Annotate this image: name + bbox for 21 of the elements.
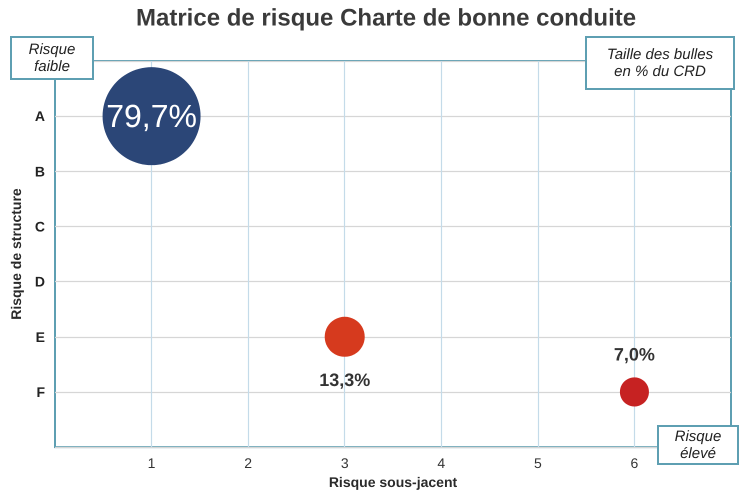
chart-title: Matrice de risque Charte de bonne conduite: [136, 4, 636, 32]
annotation: Risque élevé: [674, 428, 722, 462]
x-tick-label: 2: [244, 455, 252, 472]
y-tick-label: E: [36, 328, 45, 345]
x-tick-label: 5: [534, 455, 542, 472]
data-label: 7,0%: [614, 344, 655, 364]
x-tick-label: 3: [340, 455, 349, 472]
y-tick-label: C: [34, 218, 45, 234]
annotation: Risque faible: [28, 41, 76, 75]
y-tick-label: A: [34, 108, 45, 124]
x-tick-label: 4: [437, 455, 446, 472]
y-tick-label: B: [34, 163, 45, 180]
y-tick-label: F: [36, 384, 46, 400]
y-tick-label: D: [34, 274, 45, 290]
data-label: 13,3%: [319, 370, 370, 390]
x-tick-label: 6: [630, 455, 639, 472]
x-axis-title: Risque sous-jacent: [328, 474, 458, 490]
x-tick-label: 1: [148, 455, 156, 472]
y-axis-title: Risque de structure: [8, 188, 24, 320]
annotation: Taille des bulles en % du CRD: [606, 46, 714, 80]
data-label: 79,7%: [106, 98, 197, 134]
